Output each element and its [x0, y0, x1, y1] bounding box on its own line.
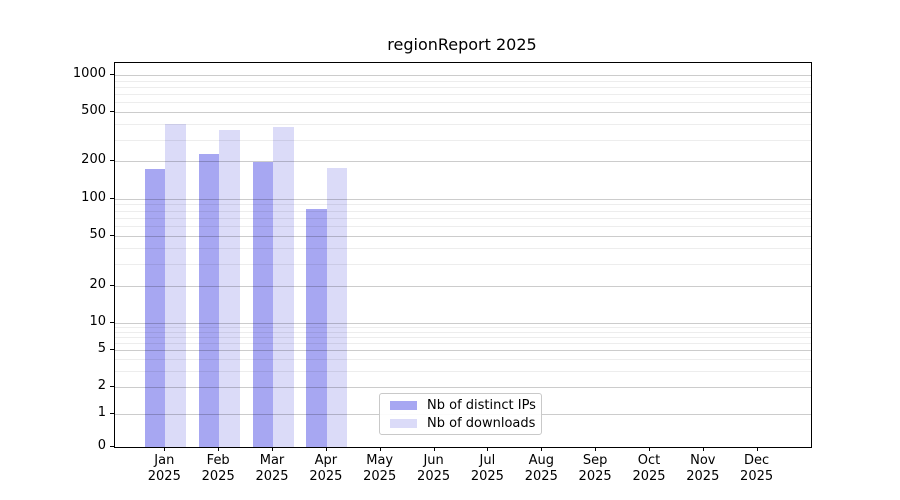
x-tick-label-apr: Apr 2025	[309, 453, 343, 484]
minor-gridline	[115, 124, 811, 126]
legend-label-distinct-ips: Nb of distinct IPs	[427, 397, 536, 413]
y-tick-mark	[110, 197, 114, 199]
bar-downloads-feb	[219, 129, 240, 447]
y-tick-label: 0	[97, 438, 106, 453]
y-tick-label: 100	[81, 189, 106, 205]
y-tick-mark	[110, 322, 114, 323]
x-tick-mark	[218, 447, 220, 451]
x-tick-mark	[649, 447, 650, 451]
y-tick-label: 500	[81, 103, 106, 119]
bar-downloads-mar	[273, 126, 294, 447]
legend-item-downloads: Nb of downloads	[388, 414, 536, 432]
bar-distinct-ips-jan	[144, 168, 166, 447]
legend-swatch-distinct-ips	[390, 400, 417, 410]
x-tick-mark	[164, 447, 166, 451]
y-tick-mark	[110, 349, 114, 351]
major-gridline	[115, 75, 811, 76]
y-tick-label: 5	[97, 341, 106, 357]
x-tick-mark	[702, 447, 704, 451]
y-tick-mark	[110, 446, 114, 447]
y-tick-mark	[110, 111, 114, 113]
x-tick-label-dec: Dec 2025	[740, 453, 774, 484]
x-tick-label-aug: Aug 2025	[524, 453, 558, 484]
plot-area	[114, 62, 812, 448]
y-tick-label: 2	[97, 377, 106, 393]
y-tick-mark	[110, 235, 114, 236]
legend-label-downloads: Nb of downloads	[427, 415, 536, 431]
legend-item-distinct-ips: Nb of distinct IPs	[388, 396, 536, 414]
y-tick-label: 1000	[72, 66, 106, 81]
x-tick-label-nov: Nov 2025	[686, 453, 720, 484]
x-tick-label-jun: Jun 2025	[417, 453, 451, 484]
minor-gridline	[115, 80, 811, 82]
y-tick-mark	[110, 385, 114, 387]
y-tick-mark	[110, 160, 114, 162]
y-tick-mark	[110, 413, 114, 414]
bar-distinct-ips-mar	[252, 161, 273, 447]
legend: Nb of distinct IPs Nb of downloads	[379, 393, 542, 435]
x-tick-mark	[379, 447, 381, 451]
major-gridline	[115, 112, 811, 114]
x-tick-label-feb: Feb 2025	[201, 453, 235, 484]
x-tick-mark	[433, 447, 435, 451]
chart-title: regionReport 2025	[387, 35, 537, 54]
minor-gridline	[115, 102, 811, 104]
bar-downloads-jan	[165, 124, 186, 447]
x-tick-label-sep: Sep 2025	[578, 453, 612, 484]
y-tick-label: 200	[81, 152, 106, 168]
x-tick-mark	[325, 447, 327, 451]
x-tick-mark	[541, 447, 543, 451]
x-tick-label-jan: Jan 2025	[147, 453, 181, 484]
y-tick-label: 10	[89, 314, 106, 329]
bar-distinct-ips-feb	[198, 153, 220, 447]
bar-distinct-ips-apr	[306, 208, 327, 447]
y-tick-label: 1	[97, 405, 106, 420]
bar-downloads-apr	[326, 168, 348, 447]
x-tick-mark	[272, 447, 273, 451]
x-tick-mark	[487, 447, 489, 451]
x-tick-mark	[595, 447, 597, 451]
x-tick-label-may: May 2025	[363, 453, 397, 484]
y-tick-label: 50	[89, 227, 106, 242]
y-tick-mark	[110, 284, 114, 286]
x-tick-label-oct: Oct 2025	[632, 453, 666, 484]
legend-swatch-downloads	[390, 418, 417, 428]
y-tick-label: 20	[89, 276, 106, 292]
minor-gridline	[115, 87, 811, 88]
minor-gridline	[115, 94, 811, 96]
x-tick-label-mar: Mar 2025	[255, 453, 289, 484]
y-tick-mark	[110, 74, 114, 75]
x-tick-label-jul: Jul 2025	[470, 453, 504, 484]
x-tick-mark	[756, 447, 758, 451]
